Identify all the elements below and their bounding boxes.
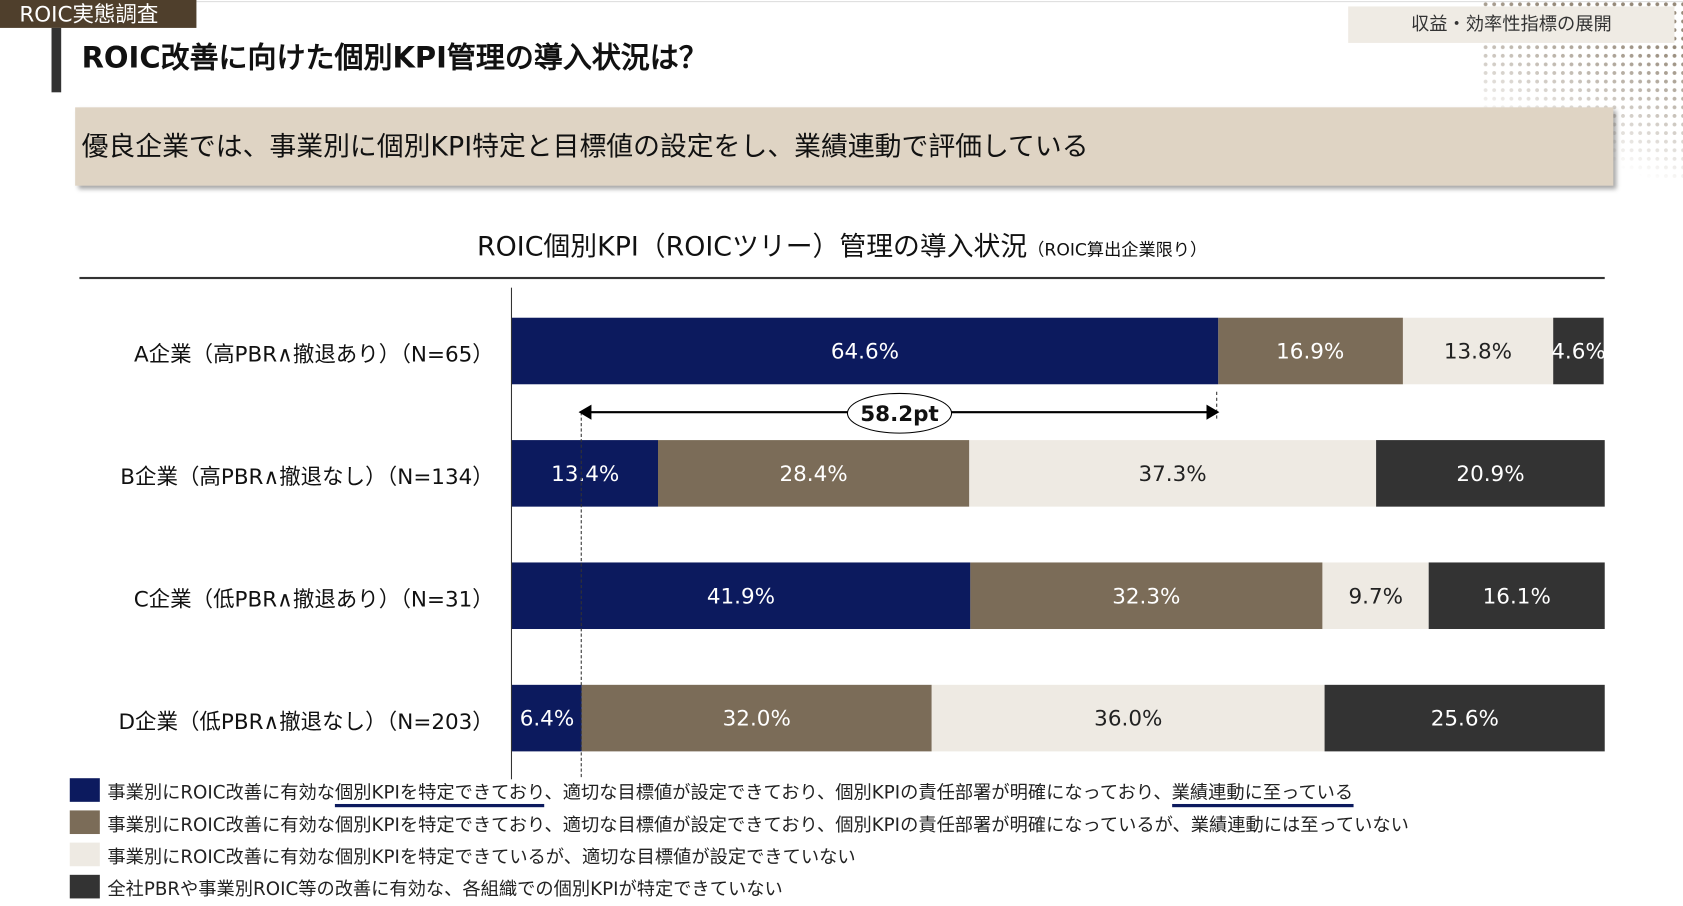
- page-title: ROIC改善に向けた個別KPI管理の導入状況は？: [81, 41, 708, 76]
- bar-segment: 6.4%: [512, 684, 582, 752]
- category-label: A企業（高PBR∧撤退あり）（N=65）: [133, 341, 494, 368]
- category-tag: ROIC実態調査: [0, 0, 197, 28]
- data-label: 64.6%: [830, 338, 900, 364]
- legend-swatch: [69, 778, 100, 802]
- data-label: 36.0%: [1094, 705, 1163, 731]
- bar-segment: 4.6%: [1551, 317, 1606, 385]
- gap-guide-line: [580, 412, 582, 778]
- legend-item: 事業別にROIC改善に有効な個別KPIを特定できており、適切な目標値が設定できて…: [69, 810, 1409, 836]
- legend-label: 事業別にROIC改善に有効な個別KPIを特定できており、適切な目標値が設定できて…: [107, 814, 1409, 836]
- bar-segment: 64.6%: [512, 317, 1218, 385]
- data-label: 28.4%: [779, 460, 848, 487]
- bar-segment: 20.9%: [1376, 440, 1605, 507]
- legend-swatch: [69, 874, 100, 899]
- chart-title-rule: [79, 276, 1605, 280]
- legend-label: 事業別にROIC改善に有効な個別KPIを特定できており、適切な目標値が設定できて…: [107, 777, 1353, 807]
- bar-segment: 13.8%: [1402, 317, 1554, 385]
- bar-segment: 36.0%: [931, 684, 1325, 752]
- chart-note: （ROIC算出企業限り）: [1027, 239, 1208, 260]
- data-label: 25.6%: [1430, 705, 1499, 731]
- data-label: 37.3%: [1138, 460, 1207, 487]
- data-label: 32.0%: [722, 705, 791, 731]
- legend-item: 全社PBRや事業別ROIC等の改善に有効な、各組織での個別KPIが特定できていな…: [69, 874, 783, 901]
- bar-segment: 25.6%: [1324, 684, 1605, 752]
- legend-label: 事業別にROIC改善に有効な個別KPIを特定できているが、適切な目標値が設定でき…: [107, 846, 856, 868]
- section-label: 収益・効率性指標の展開: [1348, 6, 1675, 43]
- bar-segment: 28.4%: [658, 440, 969, 507]
- category-label: B企業（高PBR∧撤退なし）（N=134）: [120, 463, 494, 490]
- bar-segment: 32.3%: [969, 562, 1323, 630]
- data-label: 16.9%: [1276, 338, 1345, 364]
- bar-segment: 16.9%: [1217, 317, 1403, 385]
- data-label: 20.9%: [1456, 460, 1525, 487]
- data-label: 41.9%: [706, 582, 776, 609]
- bar-segment: 32.0%: [581, 684, 932, 752]
- bar-segment: 41.9%: [512, 562, 970, 630]
- bar-segment: 13.4%: [512, 440, 659, 507]
- gap-label: 58.2pt: [846, 392, 953, 434]
- y-axis-line: [510, 287, 513, 780]
- category-label: D企業（低PBR∧撤退なし）（N=203）: [118, 708, 494, 735]
- data-label: 6.4%: [519, 705, 575, 731]
- data-label: 9.7%: [1348, 582, 1404, 609]
- category-label: C企業（低PBR∧撤退あり）（N=31）: [133, 586, 494, 612]
- legend-item: 事業別にROIC改善に有効な個別KPIを特定できており、適切な目標値が設定できて…: [69, 777, 1353, 807]
- bar-segment: 16.1%: [1428, 562, 1605, 630]
- data-label: 13.8%: [1443, 338, 1513, 364]
- title-accent-bar: [51, 27, 62, 93]
- data-label: 4.6%: [1551, 338, 1606, 364]
- top-divider: [196, 1, 1683, 3]
- data-label: 32.3%: [1112, 582, 1181, 609]
- data-label: 16.1%: [1482, 582, 1551, 609]
- data-label: 13.4%: [551, 460, 620, 487]
- chart-title-text: ROIC個別KPI（ROICツリー）管理の導入状況: [477, 230, 1028, 262]
- chart-title: ROIC個別KPI（ROICツリー）管理の導入状況（ROIC算出企業限り）: [79, 225, 1604, 264]
- bar-segment: 37.3%: [968, 440, 1377, 507]
- legend-item: 事業別にROIC改善に有効な個別KPIを特定できているが、適切な目標値が設定でき…: [69, 842, 856, 868]
- legend-swatch: [69, 842, 100, 867]
- summary-box: 優良企業では、事業別に個別KPI特定と目標値の設定をし、業績連動で評価している: [75, 107, 1614, 186]
- legend-swatch: [69, 810, 100, 835]
- bar-segment: 9.7%: [1322, 562, 1429, 630]
- legend-label: 全社PBRや事業別ROIC等の改善に有効な、各組織での個別KPIが特定できていな…: [107, 878, 783, 901]
